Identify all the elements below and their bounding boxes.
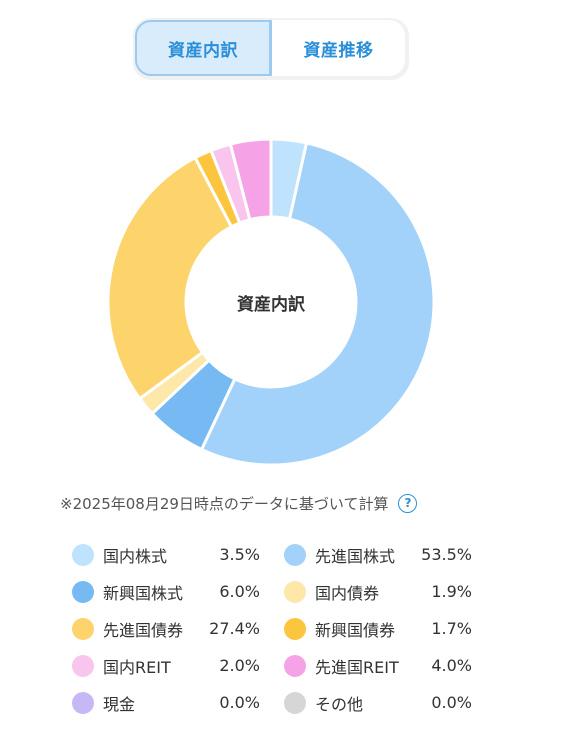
donut-chart-svg [106, 137, 436, 467]
donut-slice[interactable] [228, 137, 273, 222]
legend-swatch [284, 580, 306, 603]
legend-label: 新興国債券 [315, 620, 396, 640]
legend-swatch [284, 691, 306, 714]
legend-value: 1.7% [431, 619, 472, 638]
legend-value: 27.4% [209, 619, 260, 638]
chart-legend: 国内株式 3.5% 先進国株式 53.5% 新興国株式 6.0% 国内債券 1.9% 先進国債券… [72, 536, 482, 721]
help-icon[interactable]: ? [398, 493, 418, 513]
legend-row: 現金 0.0% その他 0.0% [72, 684, 482, 721]
legend-item: 現金 0.0% [72, 684, 260, 721]
tab-group: 資産内訳 資産推移 [133, 18, 409, 80]
legend-item: 国内債券 1.9% [284, 573, 472, 610]
legend-item: 新興国株式 6.0% [72, 573, 260, 610]
legend-label: 先進国REIT [315, 657, 399, 677]
legend-swatch [72, 617, 94, 640]
tab-asset-history[interactable]: 資産推移 [271, 20, 405, 76]
legend-label: その他 [315, 694, 364, 714]
legend-item: 先進国株式 53.5% [284, 536, 472, 573]
legend-swatch [72, 654, 94, 677]
legend-row: 国内株式 3.5% 先進国株式 53.5% [72, 536, 482, 573]
calculation-note: ※2025年08月29日時点のデータに基づいて計算 ? [60, 490, 418, 516]
legend-item: 先進国債券 27.4% [72, 610, 260, 647]
legend-item: 新興国債券 1.7% [284, 610, 472, 647]
tab-asset-breakdown[interactable]: 資産内訳 [135, 20, 271, 76]
legend-label: 国内REIT [103, 657, 171, 677]
legend-item: 国内REIT 2.0% [72, 647, 260, 684]
legend-label: 国内株式 [103, 546, 168, 566]
legend-label: 先進国債券 [103, 620, 184, 640]
legend-value: 2.0% [219, 656, 260, 675]
legend-swatch [284, 654, 306, 677]
legend-item: その他 0.0% [284, 684, 472, 721]
legend-item: 国内株式 3.5% [72, 536, 260, 573]
legend-value: 0.0% [219, 693, 260, 712]
legend-value: 0.0% [431, 693, 472, 712]
legend-item: 先進国REIT 4.0% [284, 647, 472, 684]
legend-swatch [284, 543, 306, 566]
legend-swatch [72, 580, 94, 603]
calculation-note-text: ※2025年08月29日時点のデータに基づいて計算 [60, 494, 389, 513]
legend-label: 先進国株式 [315, 546, 396, 566]
donut-slice[interactable] [106, 156, 233, 401]
legend-label: 現金 [103, 694, 136, 714]
legend-value: 1.9% [431, 582, 472, 601]
legend-label: 新興国株式 [103, 583, 184, 603]
legend-swatch [72, 691, 94, 714]
legend-row: 新興国株式 6.0% 国内債券 1.9% [72, 573, 482, 610]
legend-value: 53.5% [421, 545, 472, 564]
legend-value: 4.0% [431, 656, 472, 675]
donut-chart: 資産内訳 [100, 131, 442, 473]
legend-value: 6.0% [219, 582, 260, 601]
donut-slice[interactable] [200, 141, 436, 467]
legend-swatch [72, 543, 94, 566]
legend-value: 3.5% [219, 545, 260, 564]
legend-label: 国内債券 [315, 583, 380, 603]
legend-swatch [284, 617, 306, 640]
legend-row: 国内REIT 2.0% 先進国REIT 4.0% [72, 647, 482, 684]
legend-row: 先進国債券 27.4% 新興国債券 1.7% [72, 610, 482, 647]
